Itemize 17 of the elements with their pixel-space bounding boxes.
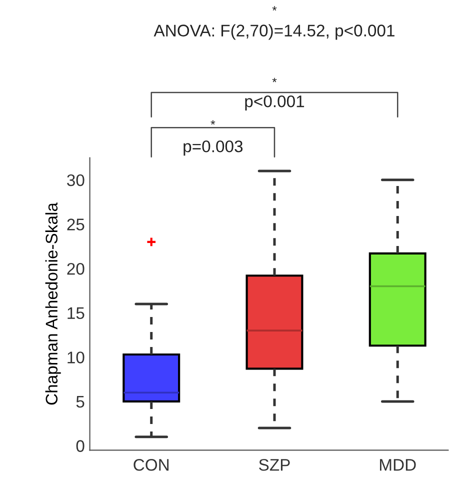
x-tick-label: SZP [259, 458, 290, 471]
y-tick-label: 25 [67, 218, 84, 230]
y-tick-label: 0 [76, 440, 84, 452]
text: p=0.003 [184, 140, 243, 156]
text: p<0.001 [245, 95, 304, 111]
text: * [272, 6, 277, 11]
text: ANOVA: F(2,70)=14.52, p<0.001 [154, 24, 394, 40]
x-tick-label: CON [134, 458, 169, 471]
x-tick-label: MDD [380, 459, 416, 471]
y-tick-label: 20 [67, 262, 84, 275]
y-tick-label: 5 [76, 396, 84, 408]
text: * [210, 120, 216, 125]
text: * [272, 78, 277, 82]
y-tick-label: 30 [67, 174, 84, 186]
y-tick-label: 10 [68, 352, 84, 364]
y-axis-title: Chapman Anhedonie-Skala [45, 202, 61, 405]
y-tick-label: 15 [68, 307, 84, 320]
